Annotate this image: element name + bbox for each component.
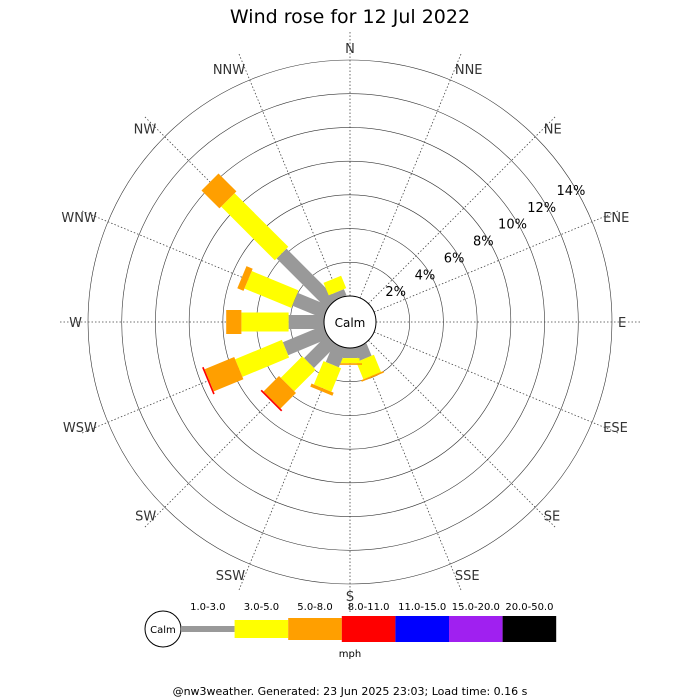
legend-swatch: [341, 616, 396, 642]
legend-unit: mph: [339, 649, 361, 660]
legend-swatch: [288, 618, 342, 640]
legend-swatch: [181, 626, 235, 632]
legend-bin-label: 3.0-5.0: [244, 602, 279, 613]
ring-label: 6%: [444, 251, 465, 266]
legend-bin-label: 5.0-8.0: [297, 602, 332, 613]
wind-bar-segment: [338, 363, 362, 365]
ring-label: 8%: [473, 235, 494, 250]
wind-bar-segment: [237, 266, 253, 291]
legend-bin-label: 11.0-15.0: [398, 602, 446, 613]
wind-bar-segment: [331, 289, 347, 301]
legend-bin-label: 1.0-3.0: [190, 602, 225, 613]
calm-label: Calm: [335, 316, 366, 330]
wind-bar-segment: [292, 292, 329, 319]
direction-label: NW: [134, 122, 157, 137]
wind-bar-segment: [276, 248, 337, 309]
wind-bar-segment: [280, 356, 316, 392]
direction-label: SW: [135, 510, 156, 525]
direction-label: N: [345, 42, 355, 57]
ring-labels: 2% 4% 6% 8% 10%12%14%: [385, 184, 585, 300]
wind-bar-segment: [202, 366, 215, 395]
direction-label: ESE: [603, 421, 628, 436]
direction-label: NNW: [213, 63, 245, 78]
grid-ring: [222, 194, 478, 450]
direction-labels: N NNE NE ENE E ESE SE SSE S SSW SW WSW W WNW NW NNW: [61, 42, 629, 605]
legend-bin-label: 15.0-20.0: [452, 602, 500, 613]
wind-bar-segment: [340, 358, 360, 364]
grid-ring: [188, 160, 512, 484]
wind-bars: [201, 173, 384, 412]
ring-label: 14%: [556, 184, 585, 199]
wind-bar-segment: [263, 376, 296, 409]
legend-swatch: [449, 616, 503, 642]
legend-bin-label: 20.0-50.0: [505, 602, 553, 613]
direction-label: S: [346, 590, 354, 605]
ring-label: 2%: [385, 285, 406, 300]
direction-label: SE: [544, 510, 560, 525]
direction-label: WNW: [61, 211, 97, 226]
wind-bar-segment: [356, 354, 381, 380]
grid-ring: [121, 93, 579, 551]
wind-bar-segment: [244, 271, 299, 308]
legend-bin-label: 8.0-11.0: [348, 602, 390, 613]
direction-label: NNE: [455, 63, 483, 78]
legend-swatch: [502, 616, 557, 642]
direction-label: W: [69, 316, 82, 331]
wind-bar-segment: [304, 335, 337, 368]
direction-label: SSE: [455, 569, 480, 584]
wind-bar-segment: [313, 361, 342, 392]
wind-bar-segment: [325, 343, 347, 368]
wind-bar-segment: [241, 312, 289, 332]
direction-label: SSW: [216, 569, 246, 584]
wind-bar-segment: [260, 389, 283, 412]
wind-bar-segment: [204, 357, 244, 392]
speed-legend: Calm 1.0-3.0 3.0-5.0 5.0-8.0 8.0-11.0 11.0-15…: [144, 602, 557, 660]
chart-title: Wind rose for 12 Jul 2022: [230, 6, 470, 28]
footer-text: @nw3weather. Generated: 23 Jun 2025 23:0…: [173, 685, 528, 698]
ring-label: 12%: [527, 201, 556, 216]
wind-bar-segment: [361, 371, 384, 382]
direction-label: ENE: [603, 211, 629, 226]
ring-label: 10%: [498, 218, 527, 233]
wind-bar-segment: [353, 343, 372, 362]
legend-swatch: [234, 620, 289, 638]
wind-bar-segment: [310, 383, 334, 396]
wind-bar-segment: [226, 310, 242, 334]
wind-bar-segment: [323, 275, 347, 296]
wind-bar-segment: [288, 315, 324, 329]
legend-calm-label: Calm: [150, 625, 176, 636]
wind-bar-segment: [343, 348, 357, 359]
wind-bar-segment: [235, 339, 290, 377]
direction-label: WSW: [63, 421, 97, 436]
ring-label: 4%: [415, 268, 436, 283]
direction-label: NE: [544, 122, 562, 137]
calm-circle-group: Calm: [323, 295, 377, 349]
calm-circle: [323, 295, 377, 349]
direction-label: E: [618, 316, 626, 331]
wind-bar-segment: [201, 173, 237, 209]
wind-bar-segment: [282, 325, 329, 356]
wind-bar-segment: [221, 193, 289, 261]
legend-swatch: [395, 616, 449, 642]
